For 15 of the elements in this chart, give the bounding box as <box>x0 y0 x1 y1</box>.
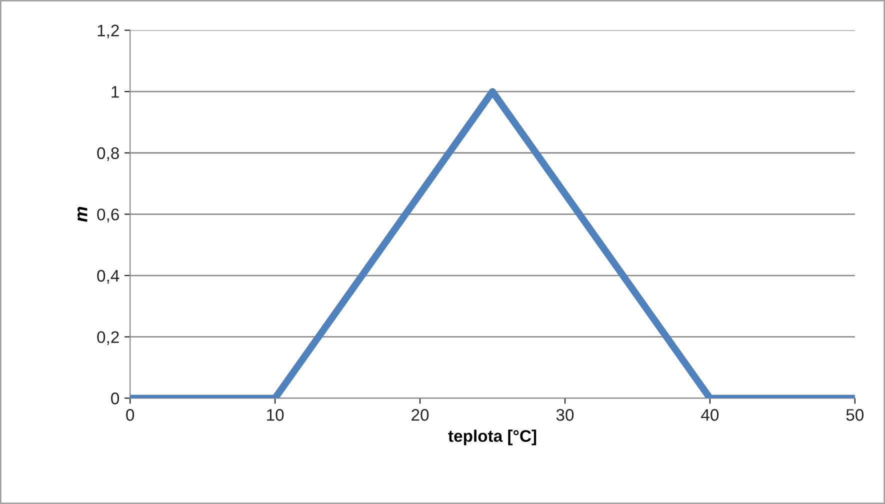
x-axis-title: teplota [°C] <box>448 430 536 446</box>
y-tick-label: 0 <box>111 392 120 404</box>
x-tick-label: 30 <box>556 409 574 421</box>
y-tick-label: 1 <box>112 86 119 98</box>
y-tick-label: 1,2 <box>98 24 119 38</box>
y-tick-label: 0,2 <box>97 331 119 346</box>
x-tick-label: 50 <box>846 409 864 421</box>
y-tick-label: 0,6 <box>97 208 119 222</box>
x-tick-label: 10 <box>267 409 284 421</box>
x-tick-label: 0 <box>126 409 134 421</box>
y-tick-label: 0,4 <box>97 270 120 284</box>
y-tick-label: 0,8 <box>97 147 119 162</box>
x-tick-label: 20 <box>412 409 429 421</box>
y-axis-title: m <box>78 206 88 222</box>
x-tick-label: 40 <box>701 409 719 421</box>
